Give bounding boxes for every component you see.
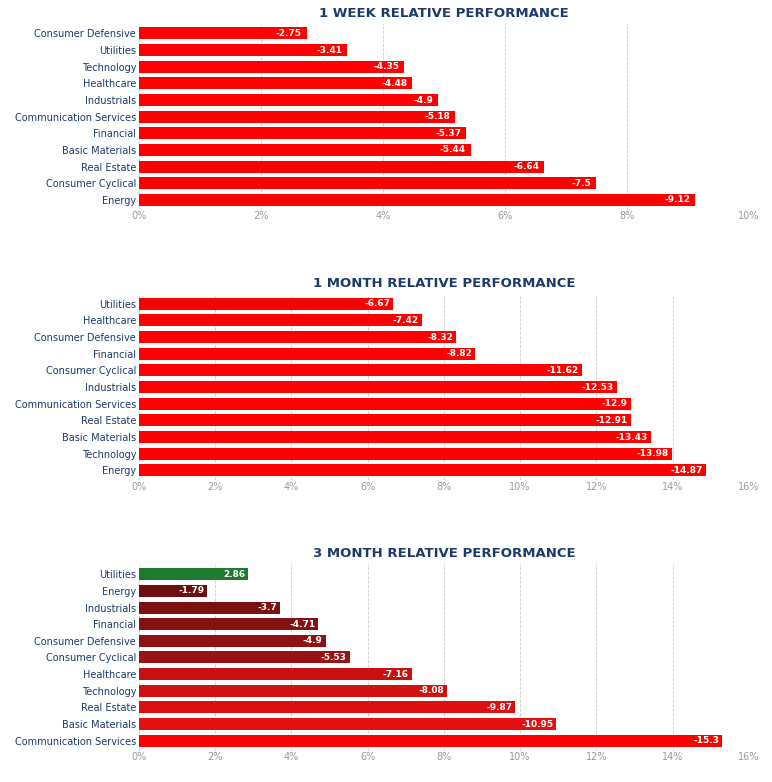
Text: -4.9: -4.9 bbox=[413, 95, 433, 105]
Text: -1.79: -1.79 bbox=[178, 586, 204, 595]
Bar bbox=[139, 348, 475, 360]
Title: 1 WEEK RELATIVE PERFORMANCE: 1 WEEK RELATIVE PERFORMANCE bbox=[319, 6, 569, 20]
Bar bbox=[139, 144, 471, 156]
Text: -12.91: -12.91 bbox=[596, 416, 628, 425]
Bar bbox=[139, 331, 456, 343]
Bar bbox=[139, 635, 326, 647]
Text: -7.5: -7.5 bbox=[572, 179, 591, 188]
Text: -4.48: -4.48 bbox=[381, 79, 408, 88]
Bar bbox=[139, 619, 319, 630]
Text: -9.87: -9.87 bbox=[486, 703, 512, 712]
Text: -6.67: -6.67 bbox=[364, 300, 390, 308]
Title: 3 MONTH RELATIVE PERFORMANCE: 3 MONTH RELATIVE PERFORMANCE bbox=[313, 547, 575, 560]
Text: -3.41: -3.41 bbox=[316, 45, 342, 55]
Bar bbox=[139, 447, 672, 460]
Text: -13.43: -13.43 bbox=[615, 432, 648, 442]
Text: -9.12: -9.12 bbox=[664, 196, 690, 204]
Bar bbox=[139, 601, 280, 614]
Text: -12.9: -12.9 bbox=[601, 400, 628, 408]
Bar bbox=[139, 77, 412, 89]
Bar bbox=[139, 94, 438, 106]
Bar bbox=[139, 398, 631, 410]
Text: -4.9: -4.9 bbox=[303, 637, 323, 645]
Title: 1 MONTH RELATIVE PERFORMANCE: 1 MONTH RELATIVE PERFORMANCE bbox=[313, 277, 575, 290]
Bar bbox=[139, 569, 248, 580]
Text: -4.71: -4.71 bbox=[290, 619, 316, 629]
Bar bbox=[139, 585, 207, 597]
Text: -14.87: -14.87 bbox=[670, 466, 703, 475]
Text: -5.44: -5.44 bbox=[440, 145, 466, 155]
Text: -8.08: -8.08 bbox=[418, 687, 444, 695]
Text: -12.53: -12.53 bbox=[581, 382, 614, 392]
Bar bbox=[139, 44, 347, 56]
Text: -2.75: -2.75 bbox=[276, 29, 302, 38]
Text: 2.86: 2.86 bbox=[223, 570, 245, 579]
Text: -11.62: -11.62 bbox=[547, 366, 579, 375]
Bar bbox=[139, 364, 582, 376]
Text: -5.18: -5.18 bbox=[424, 112, 450, 121]
Bar bbox=[139, 651, 350, 663]
Text: -10.95: -10.95 bbox=[521, 719, 554, 729]
Text: -7.16: -7.16 bbox=[383, 669, 409, 679]
Bar bbox=[139, 111, 455, 123]
Bar bbox=[139, 160, 544, 173]
Bar bbox=[139, 431, 651, 443]
Text: -5.37: -5.37 bbox=[435, 129, 462, 138]
Text: -7.42: -7.42 bbox=[393, 316, 418, 325]
Text: -4.35: -4.35 bbox=[374, 63, 399, 71]
Bar bbox=[139, 298, 393, 310]
Bar bbox=[139, 718, 557, 730]
Bar bbox=[139, 127, 466, 139]
Bar bbox=[139, 381, 617, 393]
Text: -13.98: -13.98 bbox=[637, 449, 669, 458]
Bar bbox=[139, 701, 515, 713]
Bar bbox=[139, 668, 412, 680]
Bar bbox=[139, 735, 722, 747]
Bar bbox=[139, 314, 422, 327]
Bar bbox=[139, 414, 631, 426]
Bar bbox=[139, 61, 405, 73]
Text: -8.32: -8.32 bbox=[427, 332, 453, 342]
Bar bbox=[139, 194, 695, 206]
Text: -15.3: -15.3 bbox=[693, 736, 719, 745]
Bar bbox=[139, 27, 306, 39]
Bar bbox=[139, 465, 706, 476]
Bar bbox=[139, 685, 447, 697]
Bar bbox=[139, 178, 597, 189]
Text: -3.7: -3.7 bbox=[257, 603, 277, 612]
Text: -6.64: -6.64 bbox=[513, 162, 539, 171]
Text: -8.82: -8.82 bbox=[446, 350, 472, 358]
Text: -5.53: -5.53 bbox=[321, 653, 347, 662]
